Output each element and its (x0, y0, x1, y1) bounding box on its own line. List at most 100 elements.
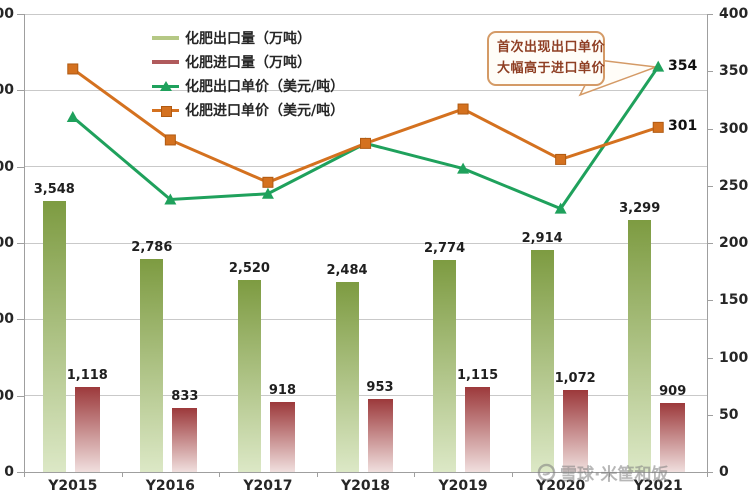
gridline (24, 166, 707, 168)
import-price-marker-icon (652, 121, 664, 133)
right-axis-tick (707, 14, 713, 15)
import-volume-bar (465, 386, 491, 472)
export-price-marker-icon (554, 202, 567, 214)
import-price-marker-icon (555, 153, 567, 165)
x-axis-label: Y2015 (48, 478, 98, 494)
import-price-marker-icon (67, 63, 79, 75)
legend: 化肥出口量（万吨） 化肥进口量（万吨） 化肥出口单价（美元/吨） 化肥进口单价（… (152, 26, 344, 122)
legend-label-import-price: 化肥进口单价（美元/吨） (185, 103, 345, 119)
right-axis-label: 350 (719, 63, 749, 80)
export-volume-line-swatch-icon (152, 31, 179, 45)
x-axis-tick (511, 472, 513, 477)
x-axis-tick (24, 472, 25, 477)
export-volume-bar (237, 279, 261, 472)
export-volume-bar (140, 259, 164, 472)
export-price-marker-icon (652, 60, 665, 72)
legend-label-import-volume: 化肥进口量（万吨） (185, 55, 311, 71)
export-volume-value-label: 2,774 (424, 241, 466, 257)
import-volume-value-label: 833 (171, 389, 199, 405)
watermark: 雪球·米筐和饭 (537, 460, 668, 485)
left-axis-label: 6,000 (0, 6, 14, 22)
gridline (24, 242, 707, 244)
export-volume-value-label: 2,914 (521, 230, 563, 246)
x-axis-tick (609, 472, 611, 477)
gridline (24, 13, 707, 15)
import-price-marker-icon (262, 176, 274, 188)
gridline (24, 318, 707, 320)
gridline (24, 89, 707, 91)
import-volume-value-label: 1,115 (457, 367, 499, 383)
left-axis-tick (17, 395, 24, 397)
legend-label-export-volume: 化肥出口量（万吨） (185, 31, 311, 47)
left-axis-label: 4,000 (0, 158, 14, 175)
left-axis-tick (17, 472, 24, 473)
right-axis-label: 150 (719, 292, 749, 309)
import-volume-value-label: 1,072 (554, 371, 596, 387)
import-volume-bar (269, 401, 295, 472)
x-axis-tick (219, 472, 221, 477)
import-volume-value-label: 953 (366, 380, 394, 396)
left-axis-label: 5,000 (0, 82, 14, 99)
annotation-line-1: 首次出现出口单价 (497, 40, 606, 55)
right-axis-label: 300 (719, 120, 749, 137)
right-axis-label: 100 (719, 349, 749, 366)
export-price-marker-icon (66, 111, 79, 123)
import-volume-bar (367, 399, 393, 472)
export-price-value-label: 354 (668, 57, 698, 74)
export-price-marker-icon (261, 187, 274, 199)
import-price-marker-icon (360, 137, 371, 149)
xueqiu-snowball-icon (537, 463, 556, 482)
legend-label-export-price: 化肥出口单价（美元/吨） (185, 79, 345, 95)
left-axis-tick (17, 90, 24, 92)
import-price-marker-icon (164, 134, 176, 146)
export-volume-bar (628, 220, 652, 472)
import-volume-value-label: 1,118 (66, 367, 108, 383)
legend-item-import-volume: 化肥进口量（万吨） (152, 50, 344, 74)
gridline (24, 395, 707, 397)
left-axis-tick (17, 319, 24, 321)
export-volume-bar (42, 201, 66, 472)
x-axis-label: Y2017 (243, 478, 293, 494)
right-axis-label: 200 (719, 235, 749, 251)
right-axis-tick (707, 357, 713, 359)
export-price-marker-icon (164, 193, 177, 205)
export-volume-bar (530, 249, 554, 472)
legend-item-import-price: 化肥进口单价（美元/吨） (152, 98, 344, 122)
import-volume-bar (660, 402, 686, 472)
left-axis-label: 2,000 (0, 311, 14, 328)
x-axis-tick (414, 472, 416, 477)
left-axis-line (24, 14, 25, 472)
import-volume-bar (74, 386, 100, 472)
import-price-value-label: 301 (668, 118, 698, 135)
import-volume-line-swatch-icon (152, 55, 179, 69)
right-axis-tick (707, 414, 713, 416)
left-axis-tick (17, 243, 24, 244)
export-volume-value-label: 3,299 (619, 201, 661, 217)
export-volume-value-label: 2,520 (228, 260, 270, 276)
x-axis-label: Y2018 (340, 478, 391, 494)
legend-item-export-volume: 化肥出口量（万吨） (152, 26, 344, 50)
x-axis-label: Y2019 (438, 478, 488, 494)
right-axis-tick (707, 71, 713, 73)
right-axis-tick (707, 128, 713, 130)
x-axis-label: Y2020 (536, 478, 586, 494)
export-volume-value-label: 3,548 (33, 182, 75, 198)
import-volume-bar (172, 408, 198, 472)
right-axis-label: 400 (719, 6, 749, 22)
x-axis-label: Y2021 (633, 478, 683, 494)
export-volume-bar (433, 260, 457, 472)
export-volume-value-label: 2,786 (131, 240, 173, 256)
import-price-marker-icon (457, 103, 469, 115)
left-axis-label: 1,000 (0, 387, 14, 404)
import-price-marker-swatch-icon (152, 103, 179, 117)
import-volume-bar (562, 390, 588, 472)
x-axis-tick (707, 472, 708, 477)
export-price-marker-icon (457, 162, 470, 174)
right-axis-label: 0 (719, 464, 729, 480)
x-axis-label: Y2016 (145, 478, 195, 494)
x-axis-tick (121, 472, 123, 477)
import-volume-value-label: 918 (268, 382, 296, 398)
right-axis-tick (707, 472, 713, 473)
export-volume-bar (335, 282, 359, 472)
